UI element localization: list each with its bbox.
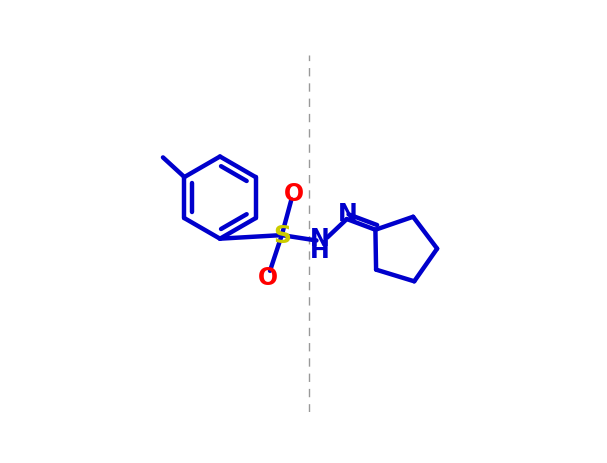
- Text: S: S: [273, 224, 291, 248]
- Text: H: H: [310, 238, 330, 262]
- Text: N: N: [338, 201, 358, 225]
- Text: N: N: [310, 226, 330, 250]
- Text: O: O: [258, 266, 278, 290]
- Text: O: O: [283, 181, 304, 206]
